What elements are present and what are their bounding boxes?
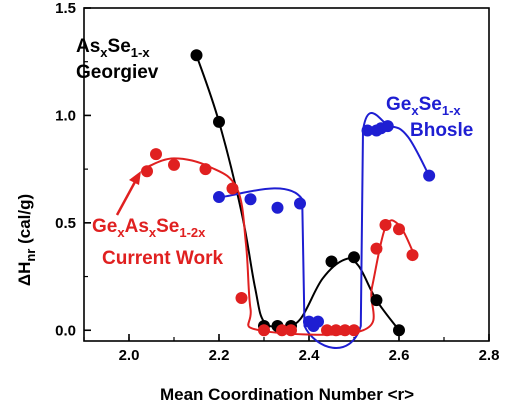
x-tick-label: 2.2 — [209, 347, 230, 364]
x-tick-label: 2.0 — [119, 347, 140, 364]
series-0-point — [393, 324, 405, 337]
y-tick-label: 0.5 — [55, 215, 76, 232]
series-0-point — [370, 294, 383, 307]
annotation-arrow-line — [115, 179, 138, 216]
series-1-point — [361, 124, 374, 137]
series-2-point — [330, 324, 342, 337]
series-2-point — [370, 242, 383, 255]
series-1-point — [294, 197, 306, 210]
series-2-point — [141, 165, 153, 178]
y-tick-label: 1.5 — [55, 0, 76, 17]
series-2-point — [235, 292, 248, 305]
series-1-point — [244, 193, 257, 206]
series-2-point — [348, 324, 360, 337]
series-2-point — [226, 182, 239, 195]
series-0-point — [348, 251, 360, 264]
x-tick-labels: 2.0 2.2 2.4 2.6 2.8 — [119, 347, 500, 364]
series-points — [141, 49, 436, 337]
series-0-point — [190, 49, 203, 62]
series-2-point — [339, 324, 351, 337]
series-curve-0 — [195, 54, 400, 331]
annotation-bhosle-line1: GexSe1-x — [386, 94, 461, 118]
series-2-point — [406, 249, 419, 262]
series-curve-1 — [218, 112, 430, 349]
x-tick-label: 2.4 — [299, 347, 321, 364]
annotation-georgiev-line2: Georgiev — [76, 62, 159, 83]
y-tick-label: 0.0 — [55, 322, 76, 339]
series-0-point — [325, 255, 338, 268]
series-1-point — [271, 201, 284, 214]
y-axis-title: ΔHnr (cal/g) — [15, 194, 38, 286]
x-tick-label: 2.6 — [389, 347, 410, 364]
y-tick-labels: 0.0 0.5 1.0 1.5 — [55, 0, 76, 339]
annotation-georgiev-line1: AsxSe1-x — [76, 36, 150, 60]
series-2-point — [168, 158, 180, 171]
series-1-point — [381, 120, 394, 133]
x-axis-title: Mean Coordination Number <r> — [160, 385, 414, 404]
x-tick-label: 2.8 — [479, 347, 500, 364]
series-2-point — [276, 324, 288, 337]
series-1-point — [423, 169, 436, 182]
plot-frame — [83, 7, 490, 342]
series-2-point — [393, 223, 405, 236]
annotation-arrow-head — [129, 171, 141, 185]
annotation-current-line1: GexAsxSe1-2x — [92, 216, 206, 240]
series-1-point — [213, 191, 225, 204]
series-0-point — [213, 115, 225, 128]
series-2-point — [379, 218, 392, 231]
series-2-point — [285, 324, 297, 337]
series-2-point — [321, 324, 333, 337]
annotation-bhosle-line2: Bhosle — [410, 120, 473, 141]
series-2-point — [258, 324, 270, 337]
series-1-point — [312, 315, 324, 328]
series-2-point — [199, 163, 212, 176]
series-2-point — [150, 148, 162, 161]
annotation-current-line2: Current Work — [102, 248, 223, 269]
y-tick-label: 1.0 — [55, 107, 76, 124]
